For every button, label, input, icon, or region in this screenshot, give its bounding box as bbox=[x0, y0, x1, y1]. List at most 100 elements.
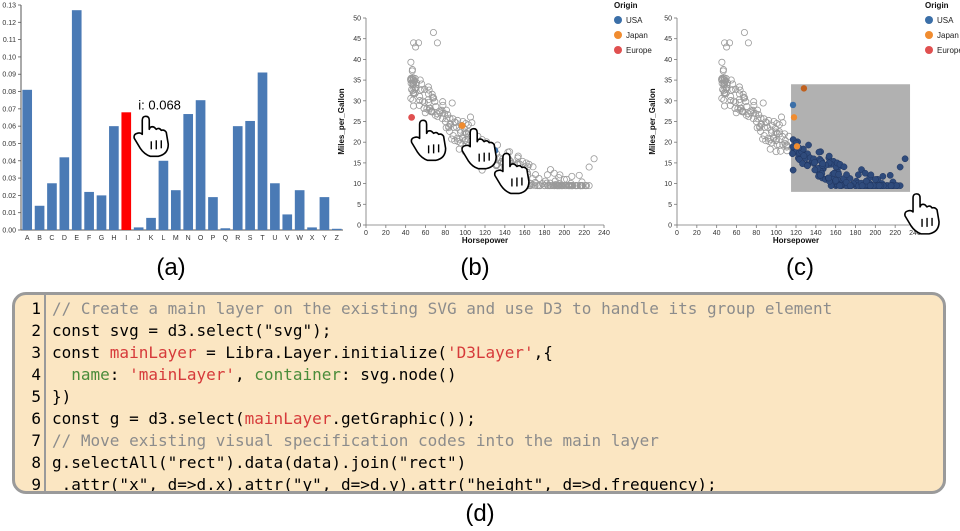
x-tick-label: B bbox=[37, 235, 42, 242]
legend-swatch-europe bbox=[925, 46, 933, 54]
legend-label: USA bbox=[937, 16, 954, 25]
data-point bbox=[793, 143, 801, 150]
code-token: // Create a main layer on the existing S… bbox=[52, 299, 833, 318]
data-point bbox=[555, 182, 563, 190]
x-tick-label: 140 bbox=[810, 230, 822, 237]
data-point bbox=[836, 182, 844, 190]
bar-chart-a: 0.00 0.01 0.02 0.03 0.04 0.05 0.06 0.07 0.08 0.09… bbox=[2, 3, 343, 281]
data-point bbox=[861, 169, 869, 177]
code-token: .getGraphic()); bbox=[331, 409, 476, 428]
y-tick-label: 0.02 bbox=[2, 193, 16, 200]
data-point bbox=[764, 134, 772, 142]
data-point bbox=[418, 86, 426, 94]
data-point bbox=[736, 90, 744, 98]
data-point bbox=[451, 118, 459, 126]
data-point bbox=[535, 182, 543, 190]
data-point bbox=[757, 127, 765, 135]
code-text: .attr("x", d=>d.x).attr("y", d=>d.y).att… bbox=[52, 474, 717, 491]
data-point bbox=[800, 152, 808, 160]
data-point bbox=[762, 118, 770, 126]
data-point bbox=[409, 96, 417, 104]
bar-S bbox=[245, 120, 255, 230]
data-point bbox=[771, 137, 779, 145]
data-point bbox=[585, 163, 593, 171]
legend-swatch-japan bbox=[614, 31, 622, 39]
data-point bbox=[719, 67, 727, 75]
data-point bbox=[411, 77, 419, 85]
code-line: 7 // Move existing visual specification c… bbox=[15, 430, 943, 452]
data-point bbox=[427, 108, 435, 116]
line-number-gutter bbox=[15, 295, 46, 491]
code-token: const g = d3.select( bbox=[52, 409, 245, 428]
code-line: 3 const mainLayer = Libra.Layer.initializ… bbox=[15, 342, 943, 364]
code-token: , bbox=[235, 365, 255, 384]
data-point bbox=[773, 141, 781, 149]
data-point bbox=[575, 171, 583, 179]
bar-J bbox=[133, 227, 144, 230]
bar-U bbox=[270, 183, 280, 230]
data-point bbox=[739, 90, 747, 98]
x-tick-label: O bbox=[198, 235, 204, 242]
line-number: 6 bbox=[31, 409, 41, 428]
y-tick-label: 0.11 bbox=[3, 37, 16, 44]
x-tick-label: Y bbox=[322, 235, 327, 242]
data-point bbox=[779, 119, 787, 127]
y-tick-label: 50 bbox=[353, 16, 361, 23]
line-number: 5 bbox=[31, 387, 41, 406]
data-point bbox=[431, 111, 439, 119]
x-tick-label: E bbox=[74, 235, 79, 242]
line-number: 2 bbox=[31, 321, 41, 340]
y-tick-label: 45 bbox=[664, 36, 672, 43]
data-point bbox=[544, 182, 552, 190]
y-tick-label: 10 bbox=[353, 181, 361, 188]
data-point bbox=[832, 177, 840, 184]
bar-G bbox=[96, 195, 107, 230]
y-tick-label: 40 bbox=[664, 57, 672, 64]
data-point bbox=[846, 182, 854, 190]
x-tick-label: Z bbox=[335, 235, 340, 242]
bar-T bbox=[257, 72, 268, 230]
data-point bbox=[468, 119, 476, 127]
data-point bbox=[578, 182, 586, 190]
data-point bbox=[460, 137, 468, 145]
x-tick-label: 0 bbox=[364, 230, 368, 237]
data-point bbox=[578, 178, 586, 186]
bar-E bbox=[71, 10, 82, 231]
data-point bbox=[581, 182, 589, 190]
data-point bbox=[840, 163, 848, 171]
y-tick-label: 15 bbox=[353, 160, 361, 167]
x-tick-label: 80 bbox=[441, 230, 449, 237]
pointer-hand-icon bbox=[410, 119, 447, 162]
bar-Z bbox=[331, 228, 342, 230]
data-point bbox=[573, 182, 581, 190]
data-point bbox=[466, 113, 474, 121]
y-tick-label: 40 bbox=[353, 57, 361, 64]
code-token: 'mainLayer' bbox=[129, 365, 236, 384]
data-point bbox=[730, 97, 738, 105]
x-tick-label: 240 bbox=[909, 230, 921, 237]
data-point bbox=[773, 119, 781, 127]
data-point bbox=[747, 107, 755, 115]
bar-O bbox=[195, 100, 206, 230]
data-point bbox=[789, 166, 797, 174]
x-tick-label: 100 bbox=[770, 230, 782, 237]
data-point bbox=[550, 182, 558, 190]
bar-L bbox=[158, 160, 169, 230]
y-tick-label: 10 bbox=[664, 181, 672, 188]
line-number: 3 bbox=[31, 343, 41, 362]
data-point bbox=[777, 113, 785, 121]
data-point bbox=[525, 160, 533, 168]
x-tick-label: 20 bbox=[382, 230, 390, 237]
data-point bbox=[843, 171, 850, 179]
y-tick-label: 35 bbox=[353, 78, 361, 85]
data-point bbox=[772, 128, 780, 136]
bar-A bbox=[22, 89, 33, 230]
y-tick-label: 5 bbox=[357, 202, 361, 209]
x-tick-label: 120 bbox=[479, 230, 491, 237]
y-tick-label: 25 bbox=[664, 119, 672, 126]
x-tick-label: M bbox=[173, 235, 179, 242]
x-tick-label: 60 bbox=[422, 230, 430, 237]
data-point bbox=[805, 141, 812, 149]
data-point bbox=[461, 128, 469, 136]
data-point bbox=[753, 106, 761, 114]
